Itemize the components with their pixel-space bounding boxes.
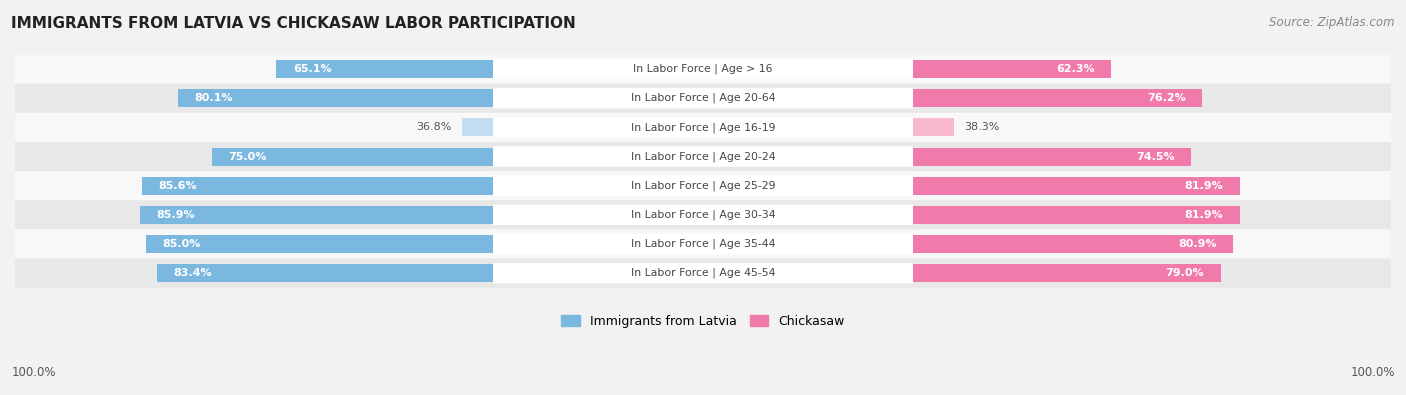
FancyBboxPatch shape <box>494 88 912 109</box>
FancyBboxPatch shape <box>494 59 912 79</box>
Text: 79.0%: 79.0% <box>1166 268 1205 278</box>
Bar <box>142 177 703 195</box>
Text: Source: ZipAtlas.com: Source: ZipAtlas.com <box>1270 16 1395 29</box>
FancyBboxPatch shape <box>494 146 912 167</box>
Bar <box>703 177 1240 195</box>
Bar <box>211 147 703 166</box>
Bar <box>179 89 703 107</box>
FancyBboxPatch shape <box>494 117 912 137</box>
Text: In Labor Force | Age 45-54: In Labor Force | Age 45-54 <box>631 268 775 278</box>
FancyBboxPatch shape <box>15 200 1391 229</box>
Text: 75.0%: 75.0% <box>228 152 266 162</box>
Text: In Labor Force | Age 25-29: In Labor Force | Age 25-29 <box>631 181 775 191</box>
Bar <box>703 206 1240 224</box>
FancyBboxPatch shape <box>15 229 1391 259</box>
Text: 85.6%: 85.6% <box>159 181 197 191</box>
Text: 85.0%: 85.0% <box>163 239 201 249</box>
Text: In Labor Force | Age 16-19: In Labor Force | Age 16-19 <box>631 122 775 133</box>
FancyBboxPatch shape <box>15 113 1391 142</box>
Text: 36.8%: 36.8% <box>416 122 453 132</box>
FancyBboxPatch shape <box>494 234 912 254</box>
Legend: Immigrants from Latvia, Chickasaw: Immigrants from Latvia, Chickasaw <box>557 310 849 333</box>
Bar <box>703 235 1233 253</box>
Text: 100.0%: 100.0% <box>1350 366 1395 379</box>
Text: 81.9%: 81.9% <box>1184 181 1223 191</box>
Bar <box>141 206 703 224</box>
Bar <box>463 118 703 136</box>
FancyBboxPatch shape <box>494 263 912 283</box>
Text: In Labor Force | Age 20-24: In Labor Force | Age 20-24 <box>631 151 775 162</box>
Text: 74.5%: 74.5% <box>1136 152 1175 162</box>
Text: 85.9%: 85.9% <box>156 210 195 220</box>
Bar <box>146 235 703 253</box>
Bar <box>703 60 1111 78</box>
FancyBboxPatch shape <box>494 205 912 225</box>
Text: 83.4%: 83.4% <box>173 268 211 278</box>
FancyBboxPatch shape <box>15 55 1391 84</box>
Bar <box>703 89 1202 107</box>
Bar <box>277 60 703 78</box>
Bar <box>703 264 1220 282</box>
Text: In Labor Force | Age 20-64: In Labor Force | Age 20-64 <box>631 93 775 103</box>
Text: In Labor Force | Age 35-44: In Labor Force | Age 35-44 <box>631 239 775 249</box>
Text: 100.0%: 100.0% <box>11 366 56 379</box>
Text: 38.3%: 38.3% <box>963 122 1000 132</box>
Text: IMMIGRANTS FROM LATVIA VS CHICKASAW LABOR PARTICIPATION: IMMIGRANTS FROM LATVIA VS CHICKASAW LABO… <box>11 16 576 31</box>
Bar <box>156 264 703 282</box>
Text: 80.1%: 80.1% <box>194 93 233 103</box>
FancyBboxPatch shape <box>494 175 912 196</box>
Text: 80.9%: 80.9% <box>1178 239 1216 249</box>
Text: 62.3%: 62.3% <box>1056 64 1095 74</box>
Text: In Labor Force | Age > 16: In Labor Force | Age > 16 <box>633 64 773 74</box>
FancyBboxPatch shape <box>15 259 1391 288</box>
Text: In Labor Force | Age 30-34: In Labor Force | Age 30-34 <box>631 210 775 220</box>
Text: 76.2%: 76.2% <box>1147 93 1185 103</box>
FancyBboxPatch shape <box>15 142 1391 171</box>
Bar <box>703 147 1191 166</box>
FancyBboxPatch shape <box>15 171 1391 200</box>
Text: 65.1%: 65.1% <box>292 64 332 74</box>
FancyBboxPatch shape <box>15 84 1391 113</box>
Bar <box>703 118 953 136</box>
Text: 81.9%: 81.9% <box>1184 210 1223 220</box>
